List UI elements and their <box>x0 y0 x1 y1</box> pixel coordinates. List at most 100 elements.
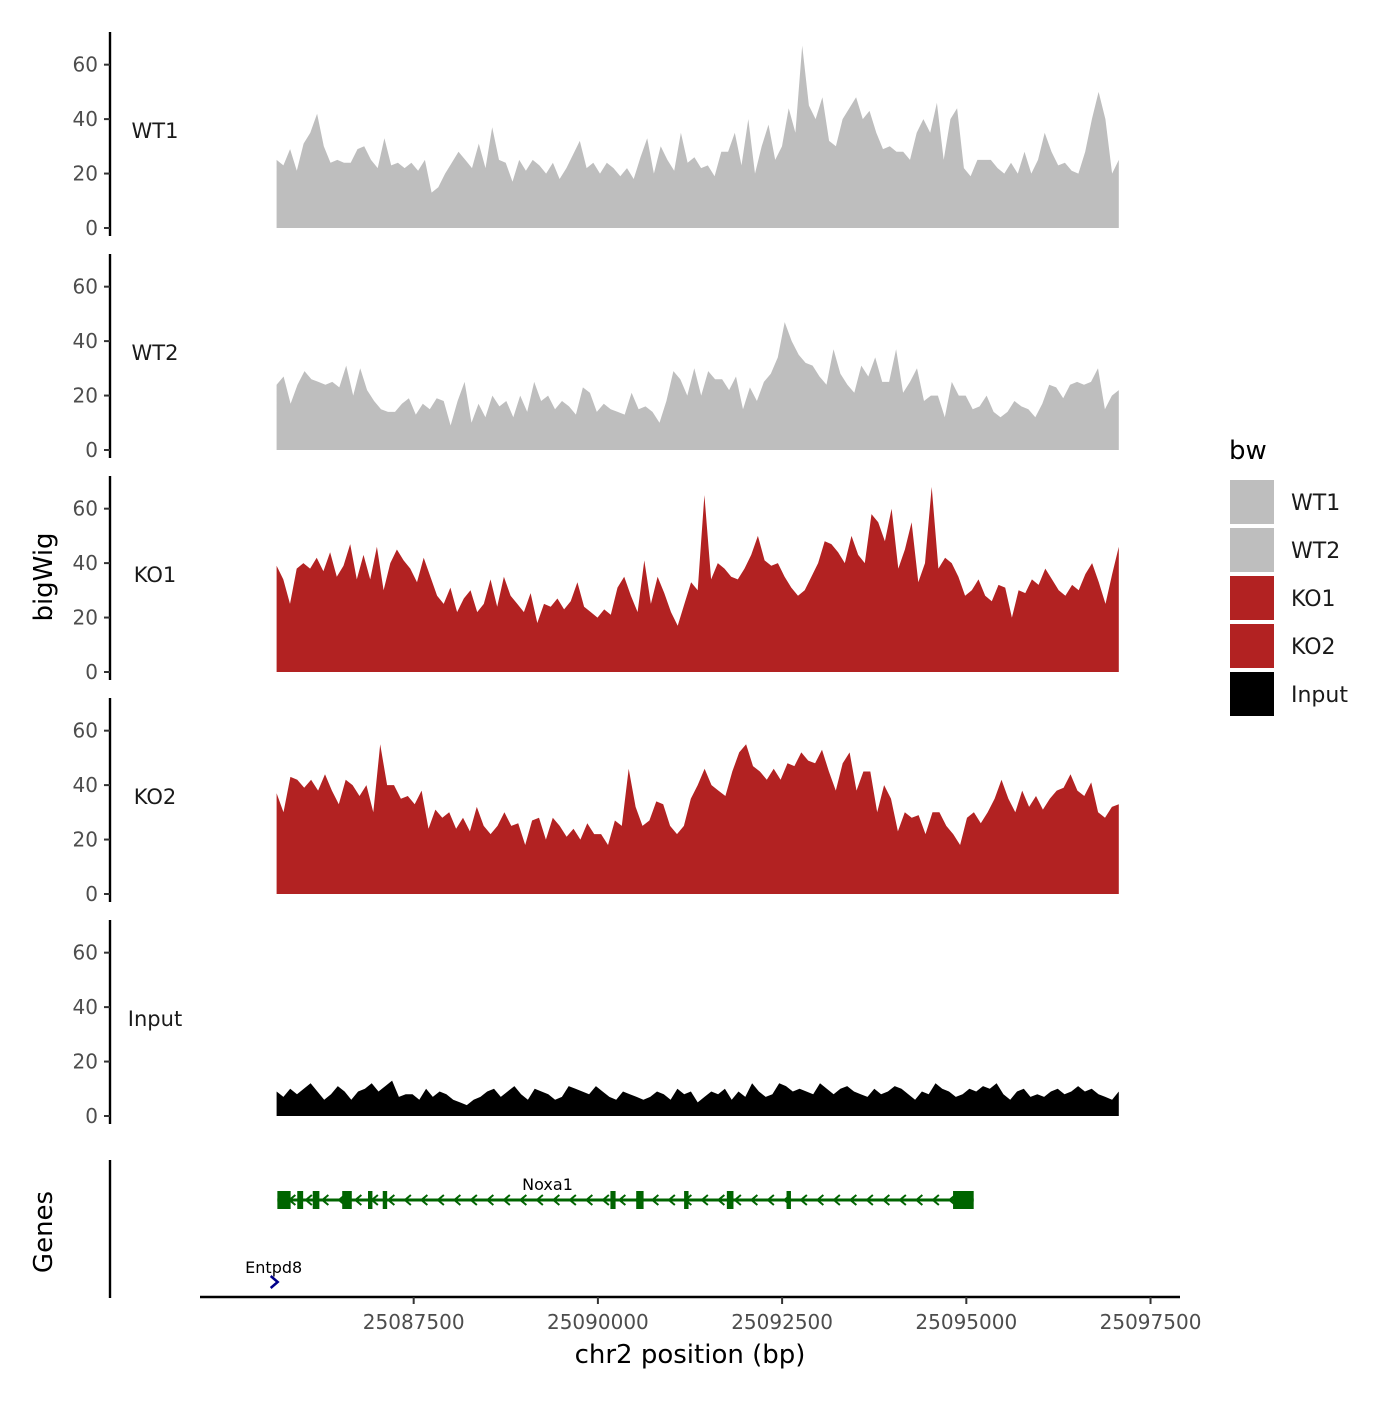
y-tick-label: 20 <box>73 162 98 186</box>
y-tick-label: 40 <box>73 329 98 353</box>
legend-label: KO2 <box>1291 635 1336 660</box>
exon <box>786 1191 791 1209</box>
strand-arrow <box>832 1194 841 1206</box>
legend-label: WT2 <box>1291 539 1340 564</box>
strand-arrow <box>716 1194 726 1206</box>
y-tick-label: 20 <box>73 384 98 408</box>
genes-axis-title: Genes <box>29 1191 59 1273</box>
track-ko2: 0 20 40 60 KO2 <box>73 698 1119 906</box>
x-tick-label: 25095000 <box>915 1310 1017 1334</box>
legend-label: Input <box>1291 683 1348 708</box>
y-tick-label: 40 <box>73 107 98 131</box>
y-tick-label: 0 <box>85 438 98 462</box>
track-label: WT1 <box>132 119 179 143</box>
y-tick-label: 0 <box>85 660 98 684</box>
strand-arrow <box>502 1194 511 1206</box>
strand-arrow <box>799 1194 808 1206</box>
x-tick-label: 25092500 <box>731 1310 833 1334</box>
legend-label: WT1 <box>1291 491 1340 516</box>
y-tick-label: 60 <box>73 941 98 965</box>
y-tick-label: 60 <box>73 497 98 521</box>
exon <box>684 1191 689 1209</box>
exon <box>636 1191 644 1209</box>
legend-swatch-ko2 <box>1230 624 1274 668</box>
strand-arrow <box>320 1194 330 1206</box>
strand-arrow <box>848 1194 858 1206</box>
x-tick-label: 25090000 <box>547 1310 649 1334</box>
track-input: 0 20 40 60 Input <box>73 920 1119 1128</box>
strand-arrow <box>386 1194 396 1206</box>
strand-arrow <box>436 1194 445 1206</box>
strand-arrow <box>518 1194 528 1206</box>
y-tick-label: 40 <box>73 773 98 797</box>
coverage-area-wt1 <box>276 45 1119 228</box>
track-ko1: 0 20 40 60 KO1 <box>73 476 1119 684</box>
legend-swatch-ko1 <box>1230 576 1274 620</box>
strand-arrow <box>551 1194 561 1206</box>
coverage-area-ko1 <box>276 486 1119 672</box>
tracks-layer: 0 20 40 60 WT1 0 20 40 60 WT2 0 20 40 60 KO1 0 20 40 60 KO2… <box>73 32 1119 1128</box>
strand-arrow <box>584 1194 594 1206</box>
y-tick-label: 0 <box>85 882 98 906</box>
x-tick-label: 25087500 <box>363 1310 465 1334</box>
gene-entpd8: Entpd8 <box>245 1258 302 1289</box>
strand-arrow <box>914 1194 924 1206</box>
gene-label: Entpd8 <box>245 1258 302 1277</box>
strand-arrow <box>931 1194 940 1206</box>
legend-title: bw <box>1229 436 1267 466</box>
strand-arrow <box>700 1194 709 1206</box>
coverage-area-ko2 <box>276 744 1119 894</box>
exon <box>312 1191 320 1209</box>
strand-arrow <box>452 1194 462 1206</box>
exon <box>382 1191 388 1209</box>
track-label: Input <box>128 1007 182 1031</box>
y-tick-label: 60 <box>73 53 98 77</box>
strand-arrow <box>881 1194 891 1206</box>
strand-arrow <box>601 1194 610 1206</box>
strand-arrow <box>568 1194 577 1206</box>
strand-arrow <box>419 1194 429 1206</box>
y-axis-title: bigWig <box>29 532 59 621</box>
x-tick-label: 25097500 <box>1100 1310 1202 1334</box>
exon <box>342 1191 352 1209</box>
track-label: KO1 <box>134 563 177 587</box>
y-tick-label: 60 <box>73 719 98 743</box>
legend-swatch-wt1 <box>1230 480 1274 524</box>
strand-arrow <box>733 1194 742 1206</box>
strand-arrow <box>815 1194 825 1206</box>
strand-arrow <box>353 1194 363 1206</box>
track-label: WT2 <box>132 341 179 365</box>
y-tick-label: 60 <box>73 275 98 299</box>
coverage-area-input <box>276 1080 1119 1116</box>
exon <box>368 1191 373 1209</box>
y-tick-label: 0 <box>85 1104 98 1128</box>
y-tick-label: 20 <box>73 1050 98 1074</box>
x-axis-title: chr2 position (bp) <box>575 1340 806 1370</box>
strand-arrow <box>485 1194 495 1206</box>
strand-arrow <box>865 1194 874 1206</box>
exon <box>953 1191 974 1209</box>
exon <box>726 1191 734 1209</box>
gene-strand-arrow <box>269 1275 280 1289</box>
strand-arrow <box>898 1194 907 1206</box>
strand-arrow <box>617 1194 627 1206</box>
track-wt2: 0 20 40 60 WT2 <box>73 254 1119 462</box>
strand-arrow <box>749 1194 759 1206</box>
legend: bw WT1 WT2 KO1 KO2 Input <box>1229 436 1348 716</box>
gene-label: Noxa1 <box>522 1175 573 1194</box>
legend-swatch-input <box>1230 672 1274 716</box>
x-axis: 25087500 25090000 25092500 25095000 25097500 <box>200 1295 1202 1334</box>
y-tick-label: 0 <box>85 216 98 240</box>
exon <box>277 1191 291 1209</box>
legend-label: KO1 <box>1291 587 1336 612</box>
strand-arrow <box>469 1194 478 1206</box>
exon <box>610 1191 616 1209</box>
y-tick-label: 20 <box>73 828 98 852</box>
genes-track: Noxa1 Entpd8 <box>108 1160 974 1298</box>
track-label: KO2 <box>134 785 177 809</box>
legend-swatch-wt2 <box>1230 528 1274 572</box>
strand-arrow <box>403 1194 412 1206</box>
coverage-area-wt2 <box>276 322 1119 450</box>
